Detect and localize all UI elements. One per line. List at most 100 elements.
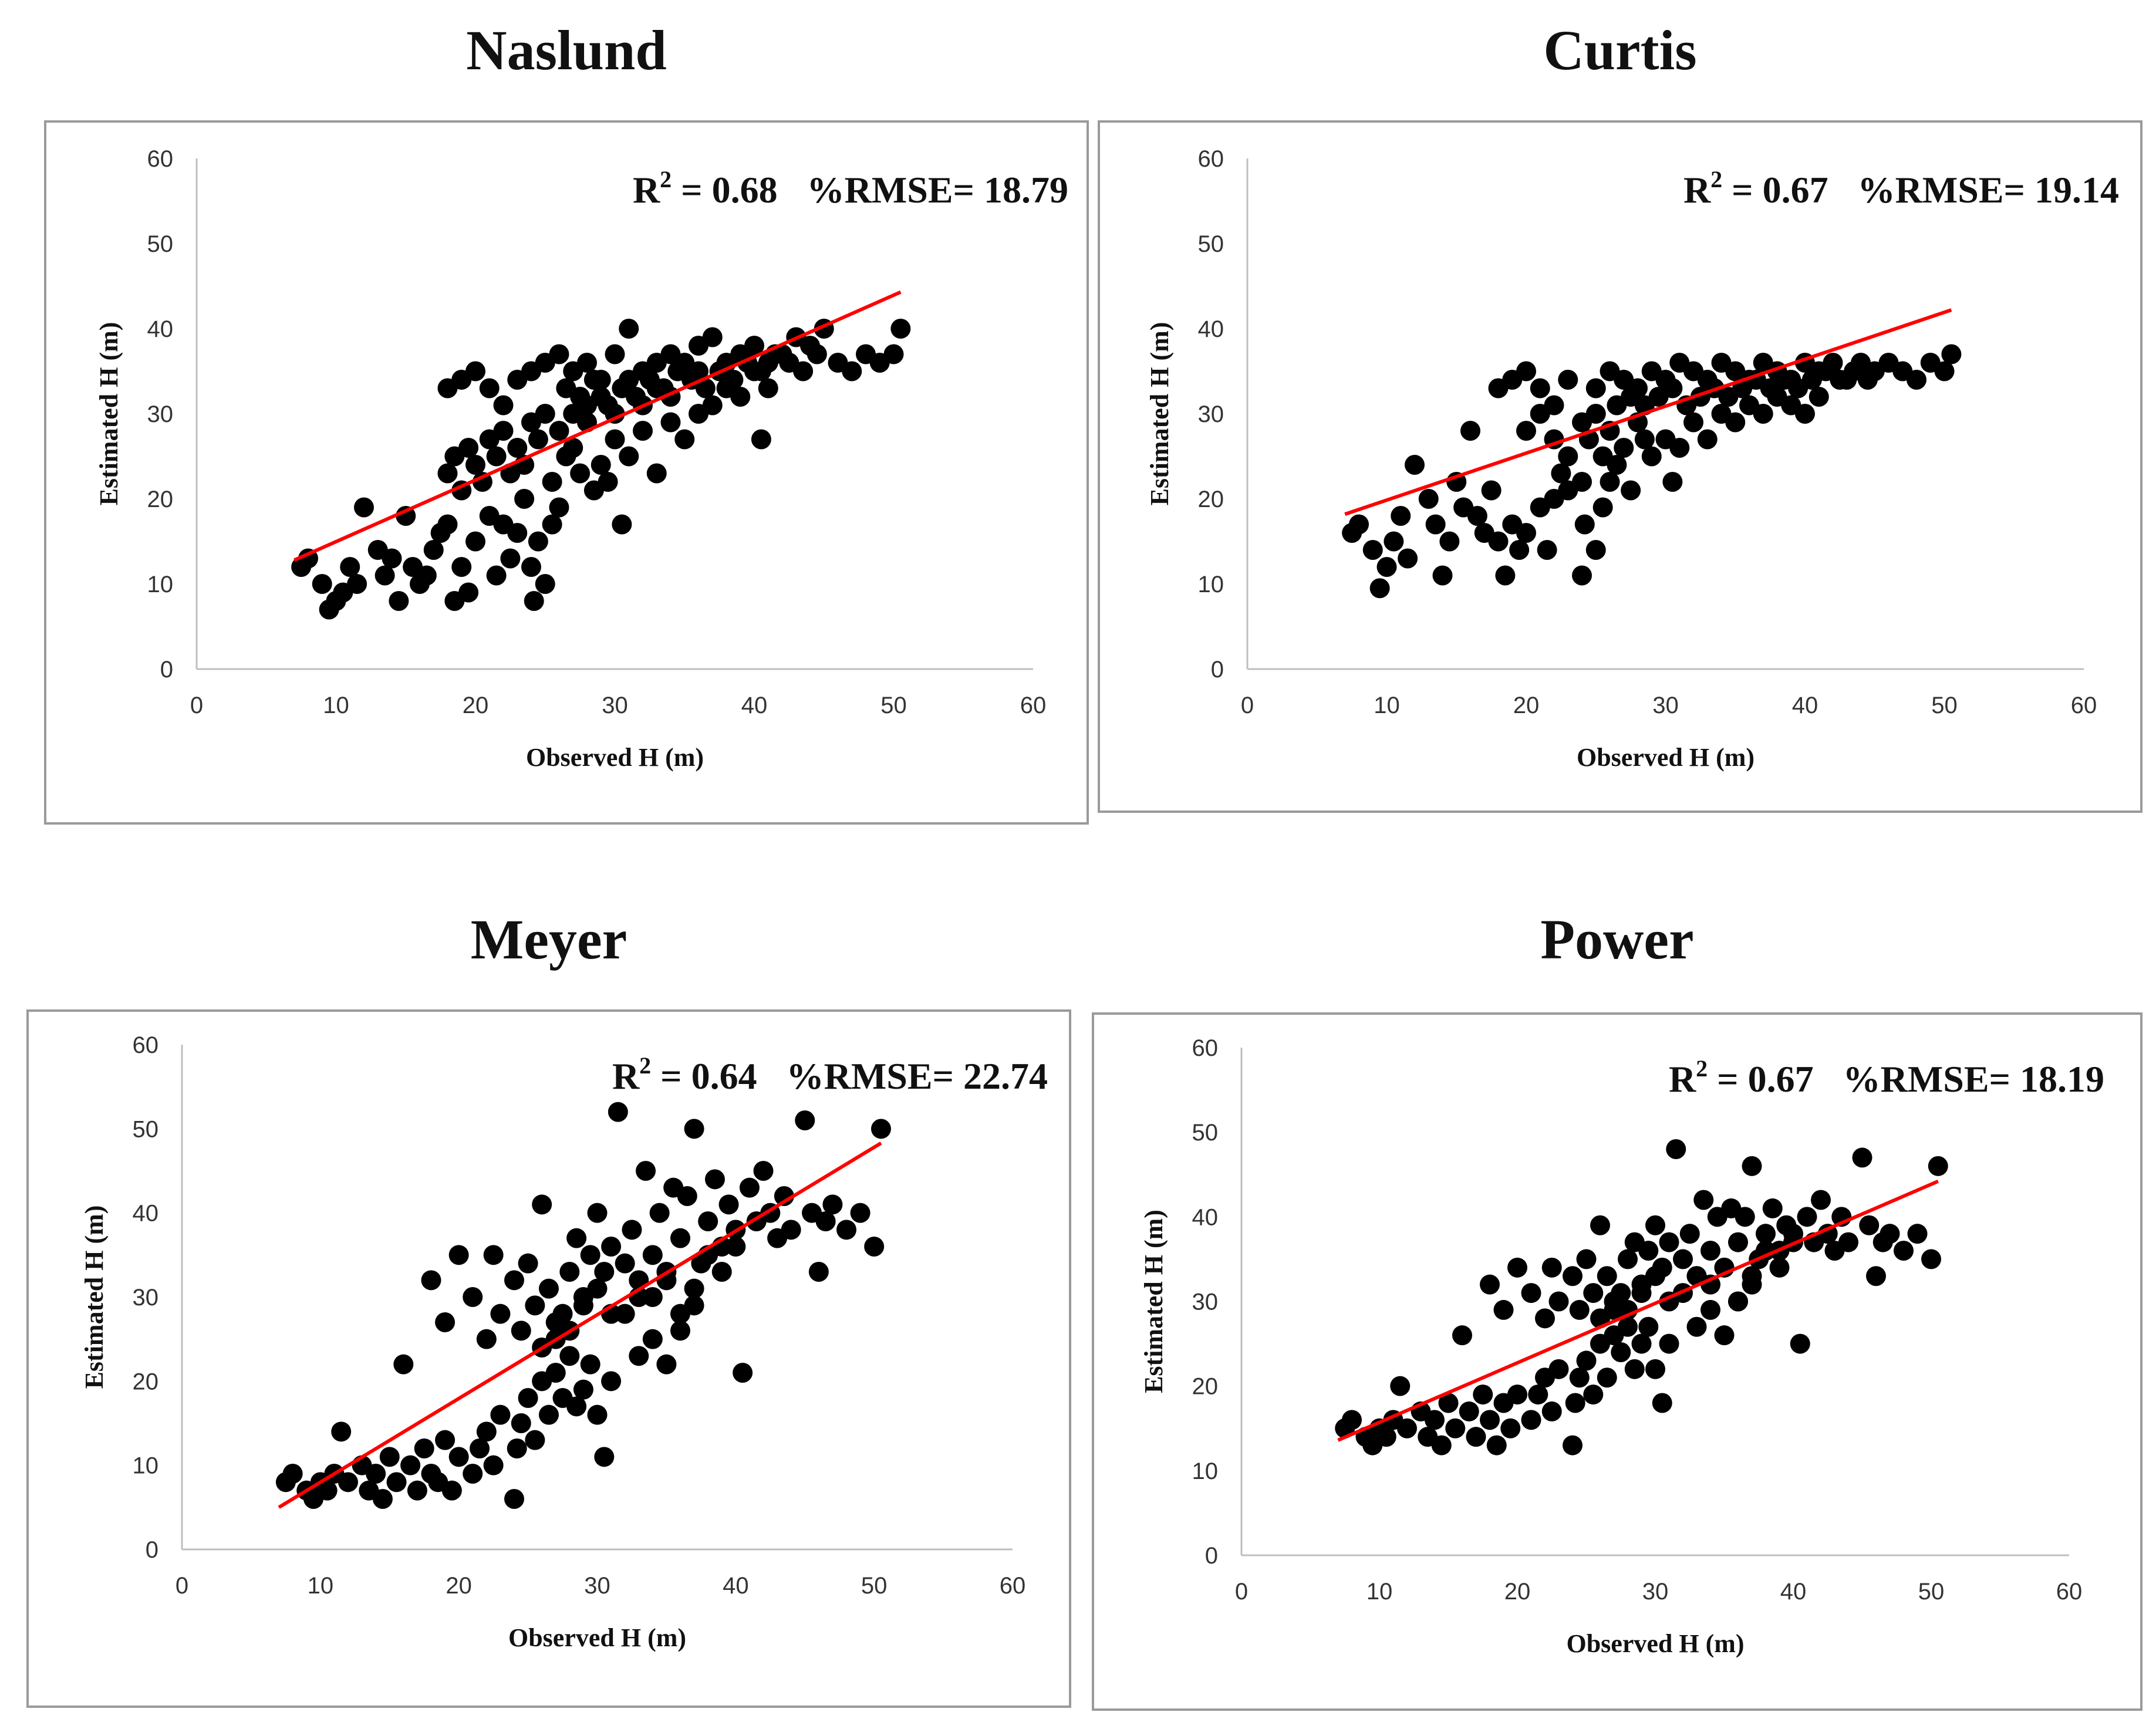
data-point — [795, 1110, 815, 1130]
data-point — [559, 1262, 580, 1282]
data-point — [1480, 1274, 1500, 1295]
data-point — [733, 1363, 753, 1383]
data-point — [612, 514, 632, 535]
y-tick-label: 40 — [133, 1201, 159, 1227]
data-point — [435, 1312, 456, 1332]
data-point — [1621, 480, 1641, 501]
data-point — [1659, 1333, 1679, 1354]
data-point — [1369, 578, 1390, 599]
data-point — [1583, 1283, 1604, 1303]
data-point — [538, 1404, 559, 1425]
data-point — [448, 1447, 469, 1467]
data-point — [465, 361, 485, 381]
data-point — [615, 1303, 635, 1324]
data-point — [594, 1262, 615, 1282]
data-point — [587, 1203, 608, 1223]
data-point — [504, 1270, 524, 1291]
data-point — [282, 1464, 303, 1484]
data-point — [1662, 378, 1683, 399]
data-point — [1735, 1207, 1755, 1227]
data-point — [1342, 1410, 1362, 1430]
data-point — [514, 489, 535, 509]
rmse-value: %RMSE= 19.14 — [1858, 169, 2119, 211]
chart-panel-curtis: Curtis 0 10 20 30 40 50 60 0 10 20 30 40 50 60 Observe… — [1095, 0, 2145, 833]
data-point — [451, 557, 472, 577]
regression-line — [1344, 308, 1952, 516]
data-point — [619, 370, 639, 390]
x-tick-label: 40 — [1792, 693, 1818, 718]
data-point — [711, 1262, 732, 1282]
data-point — [1425, 1410, 1445, 1430]
data-point — [633, 421, 653, 441]
r2-superscript: 2 — [660, 166, 672, 193]
data-point — [1838, 1232, 1858, 1252]
data-point — [751, 429, 771, 450]
data-point — [1614, 438, 1634, 458]
data-point — [338, 1472, 358, 1492]
data-point — [382, 548, 402, 569]
data-point — [670, 1321, 690, 1341]
r2-value: = 0.67 — [1722, 169, 1828, 211]
regression-line — [293, 290, 902, 562]
x-tick-label: 60 — [1020, 693, 1047, 718]
data-point — [1683, 412, 1703, 433]
data-point — [486, 565, 507, 586]
data-point — [435, 1430, 456, 1450]
data-point — [465, 455, 485, 475]
data-point — [695, 378, 716, 399]
data-point — [504, 1489, 524, 1509]
data-point — [1762, 1198, 1783, 1218]
data-point — [1569, 1367, 1590, 1388]
data-point — [1516, 523, 1536, 543]
data-point — [1728, 1291, 1748, 1312]
data-point — [704, 1169, 725, 1190]
data-point — [354, 497, 374, 518]
data-point — [842, 361, 862, 381]
data-point — [1376, 1427, 1396, 1447]
data-point — [421, 1270, 441, 1291]
data-point — [1445, 1418, 1466, 1438]
data-point — [507, 523, 528, 543]
data-point — [1756, 1241, 1776, 1261]
data-point — [1618, 1249, 1638, 1269]
x-tick-label: 0 — [190, 693, 203, 718]
data-point — [1466, 1427, 1486, 1447]
data-point — [414, 1438, 434, 1458]
data-point — [1551, 463, 1571, 484]
data-point — [1480, 1410, 1500, 1430]
data-point — [563, 438, 583, 458]
stats-annotation: R2 = 0.67 %RMSE= 19.14 — [1683, 166, 2119, 211]
y-tick-label: 10 — [147, 572, 174, 597]
data-point — [730, 387, 751, 407]
data-point — [774, 1186, 794, 1206]
chart-title: Meyer — [470, 908, 627, 971]
y-tick-label: 0 — [160, 657, 173, 683]
y-tick-label: 0 — [146, 1537, 158, 1563]
data-point — [698, 1211, 718, 1231]
chart-title: Power — [1540, 908, 1694, 971]
scatter-plot: 0 10 20 30 40 50 60 0 10 20 30 40 50 60 Observed H (m)… — [1145, 146, 2119, 772]
data-point — [1530, 378, 1550, 399]
data-point — [1894, 1241, 1914, 1261]
r2-superscript: 2 — [639, 1052, 651, 1079]
x-axis-label: Observed H (m) — [508, 1623, 686, 1652]
data-point — [751, 361, 771, 381]
y-axis-label: Estimated H (m) — [1145, 322, 1174, 506]
data-point — [511, 1413, 531, 1433]
chart-frame — [44, 120, 1089, 825]
y-tick-label: 50 — [133, 1116, 159, 1142]
data-point — [1725, 412, 1746, 433]
data-point — [1509, 540, 1530, 560]
data-point — [372, 1489, 393, 1509]
stats-annotation: R2 = 0.68 %RMSE= 18.79 — [633, 166, 1068, 211]
data-point — [525, 1430, 545, 1450]
data-point — [559, 1346, 580, 1366]
data-point — [739, 1177, 760, 1198]
data-point — [1405, 455, 1425, 475]
scatter-plot: 0 10 20 30 40 50 60 0 10 20 30 40 50 60 Observed H (m)… — [1139, 1035, 2104, 1658]
data-point — [463, 1287, 483, 1307]
data-point — [507, 438, 528, 458]
data-point — [1590, 1215, 1610, 1235]
data-point — [549, 421, 569, 441]
data-point — [393, 1354, 414, 1375]
